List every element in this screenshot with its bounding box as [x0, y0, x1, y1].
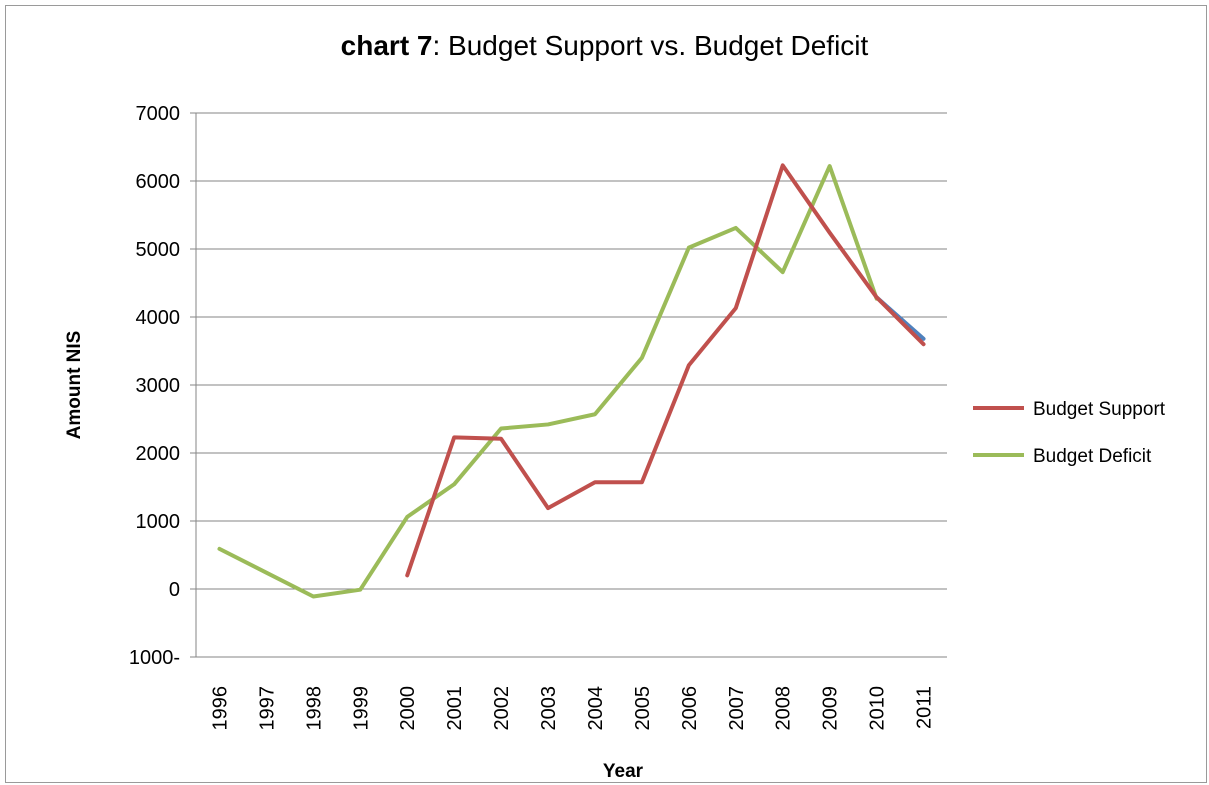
x-tick-label: 2004	[585, 686, 607, 731]
y-tick-label: 6000	[136, 171, 181, 193]
x-tick-label: 2010	[867, 686, 889, 731]
x-tick-label: 2011	[914, 686, 936, 729]
x-axis-ticks: 1996 1997 1998 1999 2000 2001 2002 2003 2004 2005…	[209, 686, 935, 731]
y-tick-label: 1000	[136, 511, 181, 533]
y-axis-label: Amount NIS	[64, 331, 85, 440]
x-tick-label: 2006	[679, 686, 701, 731]
x-tick-label: 2009	[820, 686, 842, 731]
y-tick-label: 4000	[136, 307, 181, 329]
series-lines	[217, 163, 926, 599]
y-tick-label: 3000	[136, 375, 181, 397]
y-tick-label: 0	[169, 579, 180, 601]
chart-frame	[5, 5, 1207, 783]
gridlines	[196, 112, 947, 658]
x-tick-label: 2002	[491, 686, 513, 731]
x-tick-label: 1996	[209, 686, 231, 731]
chart-title-rest: : Budget Support vs. Budget Deficit	[432, 30, 869, 61]
y-tick-label: 5000	[136, 239, 181, 261]
x-tick-label: 2001	[444, 686, 466, 731]
x-tick-label: 2007	[726, 686, 748, 731]
chart-title: chart 7: Budget Support vs. Budget Defic…	[0, 30, 1209, 62]
chart-title-bold: chart 7	[340, 30, 433, 61]
x-tick-label: 1998	[303, 686, 325, 731]
x-tick-label: 2008	[773, 686, 795, 731]
x-axis-label: Year	[603, 761, 644, 782]
legend-label: Budget Deficit	[1033, 446, 1152, 467]
series-line-budget-support	[405, 163, 926, 578]
y-axis-ticks: 7000 6000 5000 4000 3000 2000 1000 0 1000-	[129, 103, 196, 669]
x-tick-label: 2000	[397, 686, 419, 731]
x-tick-label: 1997	[256, 686, 278, 731]
y-tick-label: 2000	[136, 443, 181, 465]
legend: Budget Support Budget Deficit	[973, 399, 1166, 467]
y-tick-label: 1000-	[129, 647, 180, 669]
legend-label: Budget Support	[1033, 399, 1166, 420]
y-tick-label: 7000	[136, 103, 181, 125]
series-line-budget-deficit	[217, 164, 879, 599]
x-tick-label: 2003	[538, 686, 560, 731]
x-tick-label: 1999	[350, 686, 372, 731]
x-tick-label: 2005	[632, 686, 654, 731]
